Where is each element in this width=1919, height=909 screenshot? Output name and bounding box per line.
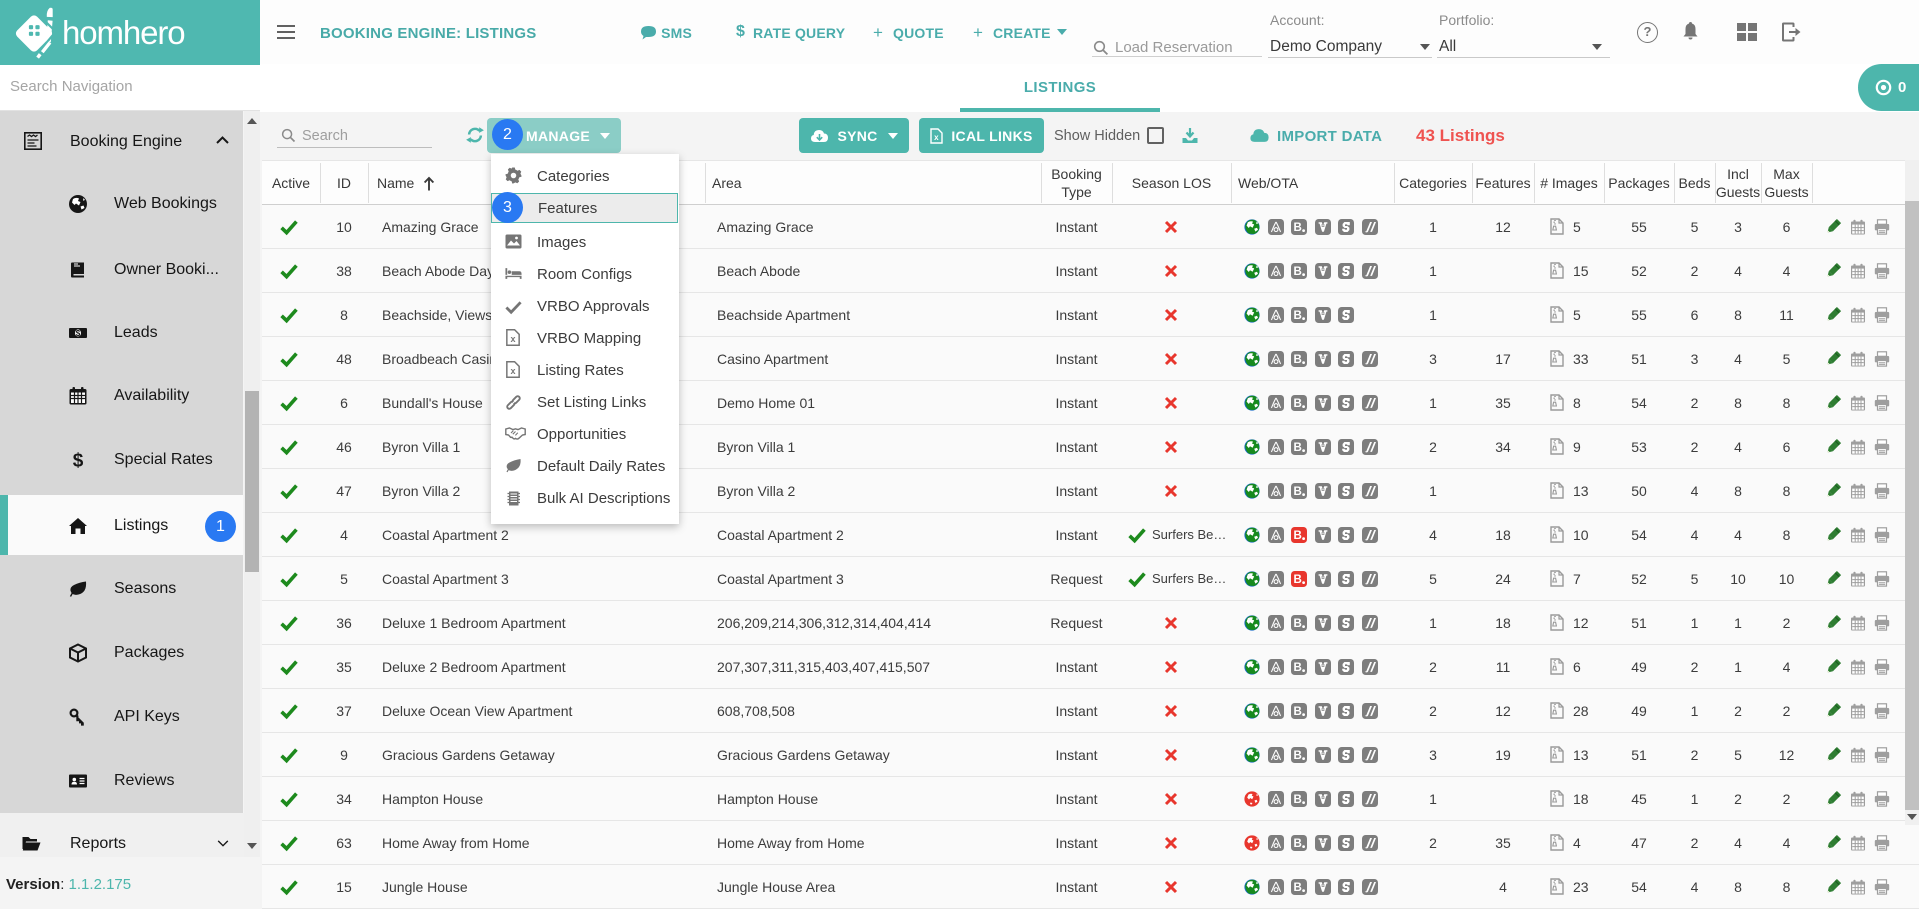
svg-text:$: $ xyxy=(73,451,84,471)
svg-text:x: x xyxy=(510,334,515,344)
svg-text:x: x xyxy=(510,366,515,376)
svg-text:$: $ xyxy=(76,329,81,338)
svg-text:x: x xyxy=(934,133,939,142)
